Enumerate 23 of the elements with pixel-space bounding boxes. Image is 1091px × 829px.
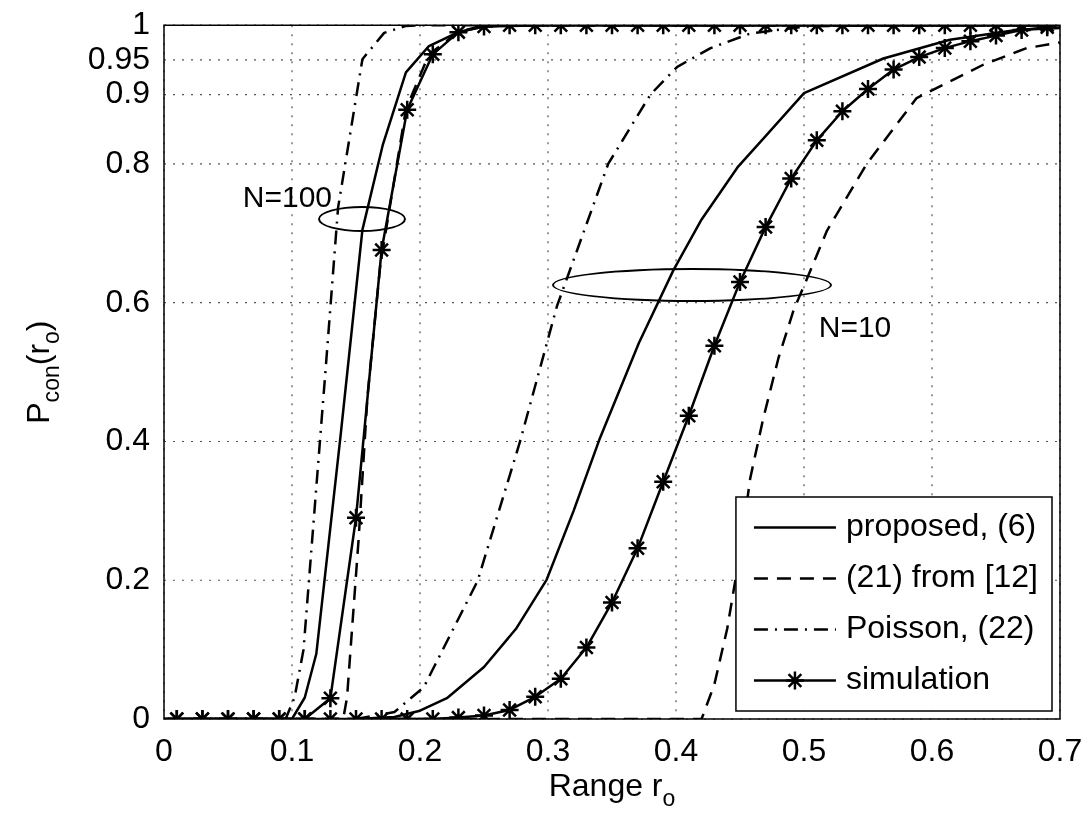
x-tick-label: 0.2 xyxy=(397,732,443,769)
legend-label: Poisson, (22) xyxy=(845,609,1035,646)
annotation: N=100 xyxy=(242,180,333,214)
x-tick-label: 0.6 xyxy=(909,732,955,769)
y-tick-label: 0.95 xyxy=(87,39,150,76)
x-tick-label: 0 xyxy=(155,732,173,769)
y-tick-label: 0 xyxy=(132,698,150,735)
x-tick-label: 0.1 xyxy=(269,732,315,769)
legend-label: simulation xyxy=(845,660,990,697)
y-tick-label: 0.2 xyxy=(105,560,150,597)
x-tick-label: 0.3 xyxy=(525,732,571,769)
y-tick-label: 0.9 xyxy=(105,74,150,111)
x-tick-label: 0.5 xyxy=(781,732,827,769)
y-tick-label: 0.8 xyxy=(105,143,150,180)
x-tick-label: 0.4 xyxy=(653,732,699,769)
x-tick-label: 0.7 xyxy=(1037,732,1083,769)
legend-label: proposed, (6) xyxy=(845,507,1037,544)
y-axis-title: Pcon(ro) xyxy=(19,320,64,424)
y-tick-label: 0.6 xyxy=(105,282,150,319)
y-tick-label: 0.4 xyxy=(105,421,150,458)
annotation: N=10 xyxy=(818,309,892,343)
y-tick-label: 1 xyxy=(132,5,150,42)
legend-label: (21) from [12] xyxy=(845,558,1038,595)
